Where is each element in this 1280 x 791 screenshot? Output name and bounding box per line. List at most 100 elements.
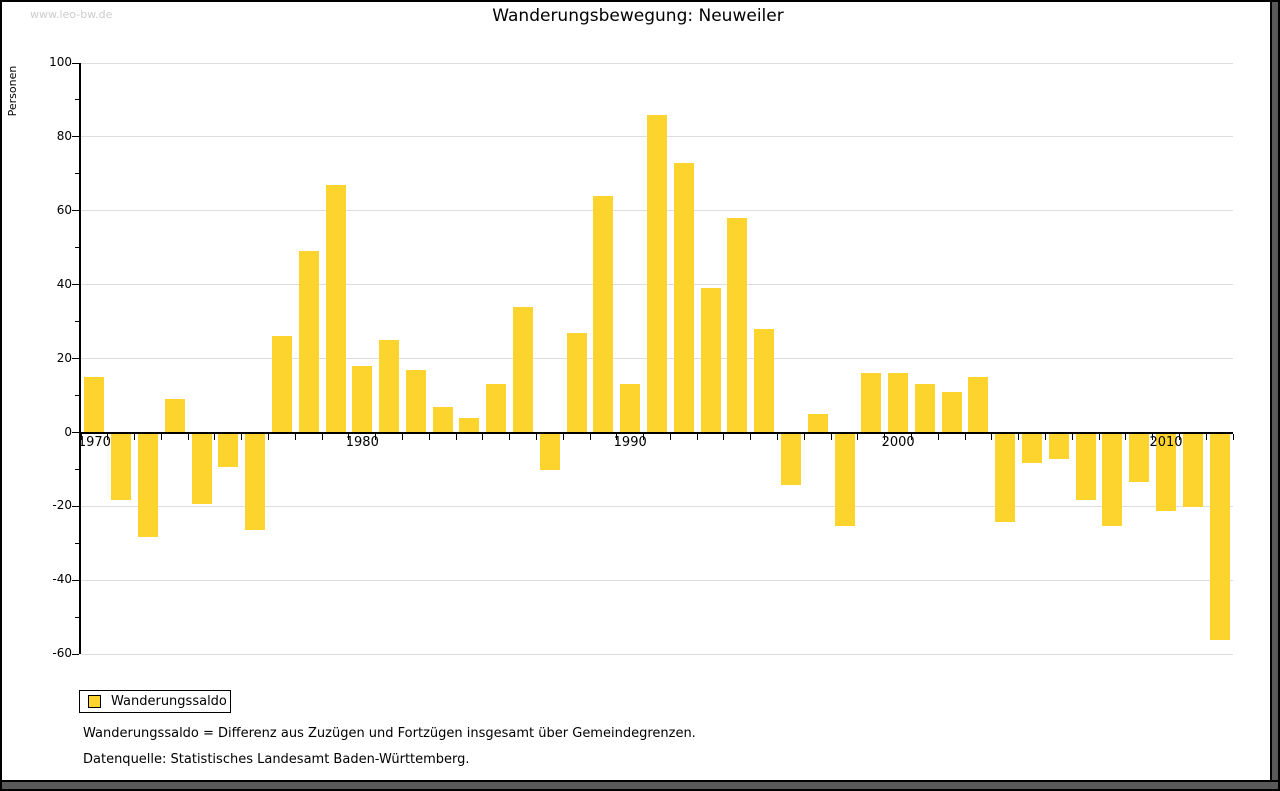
y-minor-tick (75, 468, 79, 470)
bar-1989 (593, 196, 614, 433)
bar-1976 (245, 433, 266, 530)
bar-1981 (379, 340, 400, 433)
x-tick (589, 433, 591, 440)
x-tick (616, 433, 618, 440)
bar-2010 (1156, 433, 1177, 512)
bar-2007 (1075, 433, 1096, 500)
x-tick (1044, 433, 1046, 440)
bar-1998 (834, 433, 855, 526)
bar-1986 (513, 306, 534, 433)
y-tick-label: 40 (56, 276, 72, 291)
bar-1970 (84, 377, 105, 433)
x-tick (643, 433, 645, 440)
bar-1972 (137, 433, 158, 537)
bar-1985 (486, 384, 507, 433)
x-tick (1125, 433, 1127, 440)
legend-swatch-icon (88, 695, 101, 708)
y-tick-label: -20 (52, 498, 72, 513)
x-tick (348, 433, 350, 440)
y-major-tick (72, 579, 79, 581)
bar-1990 (620, 384, 641, 433)
x-tick-label: 2000 (881, 435, 915, 450)
x-tick (241, 433, 243, 440)
bar-2008 (1102, 433, 1123, 526)
chart-title: Wanderungsbewegung: Neuweiler (492, 6, 784, 26)
x-tick-label: 1990 (613, 435, 647, 450)
bar-2003 (968, 377, 989, 433)
y-minor-tick (75, 99, 79, 101)
watermark: www.leo-bw.de (30, 8, 113, 21)
y-tick-label: 20 (56, 350, 72, 365)
bar-1996 (780, 433, 801, 486)
bar-1995 (754, 329, 775, 433)
bar-1999 (861, 373, 882, 433)
bar-2012 (1209, 433, 1230, 641)
bar-1971 (111, 433, 132, 500)
bar-1974 (191, 433, 212, 504)
y-axis-line (79, 63, 81, 655)
x-tick (1018, 433, 1020, 440)
x-tick (562, 433, 564, 440)
x-tick (777, 433, 779, 440)
bar-2011 (1182, 433, 1203, 508)
y-tick-label: -40 (52, 572, 72, 587)
gridline (81, 653, 1233, 655)
x-tick (134, 433, 136, 440)
y-major-tick (72, 284, 79, 286)
x-tick (830, 433, 832, 440)
gridline (81, 62, 1233, 64)
bar-2006 (1048, 433, 1069, 460)
x-tick (428, 433, 430, 440)
y-minor-tick (75, 247, 79, 249)
y-major-tick (72, 432, 79, 433)
x-tick (1232, 433, 1234, 440)
bar-1977 (271, 336, 292, 433)
bar-1988 (566, 332, 587, 433)
x-tick (696, 433, 698, 440)
bar-1973 (164, 399, 185, 433)
x-tick (964, 433, 966, 440)
y-minor-tick (75, 321, 79, 323)
y-minor-tick (75, 542, 79, 544)
bar-1975 (218, 433, 239, 467)
legend: Wanderungssaldo (79, 690, 231, 713)
x-tick (455, 433, 457, 440)
x-tick (187, 433, 189, 440)
legend-label: Wanderungssaldo (111, 694, 227, 709)
y-minor-tick (75, 395, 79, 397)
bar-2004 (995, 433, 1016, 523)
x-tick (268, 433, 270, 440)
x-tick (991, 433, 993, 440)
x-tick (1205, 433, 1207, 440)
gridline (81, 505, 1233, 507)
bar-1978 (298, 251, 319, 433)
x-tick (80, 433, 82, 440)
gridline (81, 579, 1233, 581)
x-tick-label: 2010 (1149, 435, 1183, 450)
x-tick (401, 433, 403, 440)
x-tick (1152, 433, 1154, 440)
bar-1984 (459, 417, 480, 433)
x-tick (803, 433, 805, 440)
bar-2002 (941, 391, 962, 433)
y-minor-tick (75, 616, 79, 618)
y-major-tick (72, 62, 79, 64)
bar-2009 (1129, 433, 1150, 482)
x-tick (669, 433, 671, 440)
x-tick (321, 433, 323, 440)
x-tick-label: 1980 (345, 435, 379, 450)
y-major-tick (72, 505, 79, 507)
bar-2005 (1022, 433, 1043, 464)
x-tick (375, 433, 377, 440)
bar-1982 (405, 369, 426, 433)
y-minor-tick (75, 173, 79, 175)
x-tick (937, 433, 939, 440)
y-tick-label: -60 (52, 646, 72, 661)
x-tick (214, 433, 216, 440)
y-tick-label: 80 (56, 128, 72, 143)
y-major-tick (72, 653, 79, 655)
footnote-definition: Wanderungssaldo = Differenz aus Zuzügen … (83, 726, 696, 741)
bar-1983 (432, 406, 453, 433)
bar-1994 (727, 218, 748, 433)
